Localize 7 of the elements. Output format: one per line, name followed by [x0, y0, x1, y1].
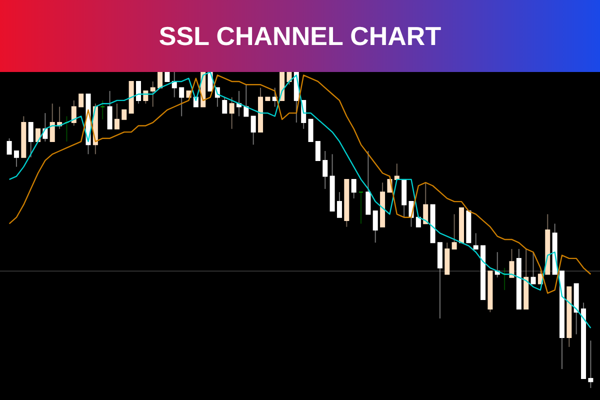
- chart-title: SSL CHANNEL CHART: [0, 0, 600, 72]
- candlestick: [158, 72, 163, 88]
- candlestick: [315, 141, 320, 161]
- candlestick: [308, 118, 314, 142]
- candlestick: [122, 109, 127, 120]
- candlestick: [78, 94, 84, 108]
- candlestick: [164, 72, 170, 82]
